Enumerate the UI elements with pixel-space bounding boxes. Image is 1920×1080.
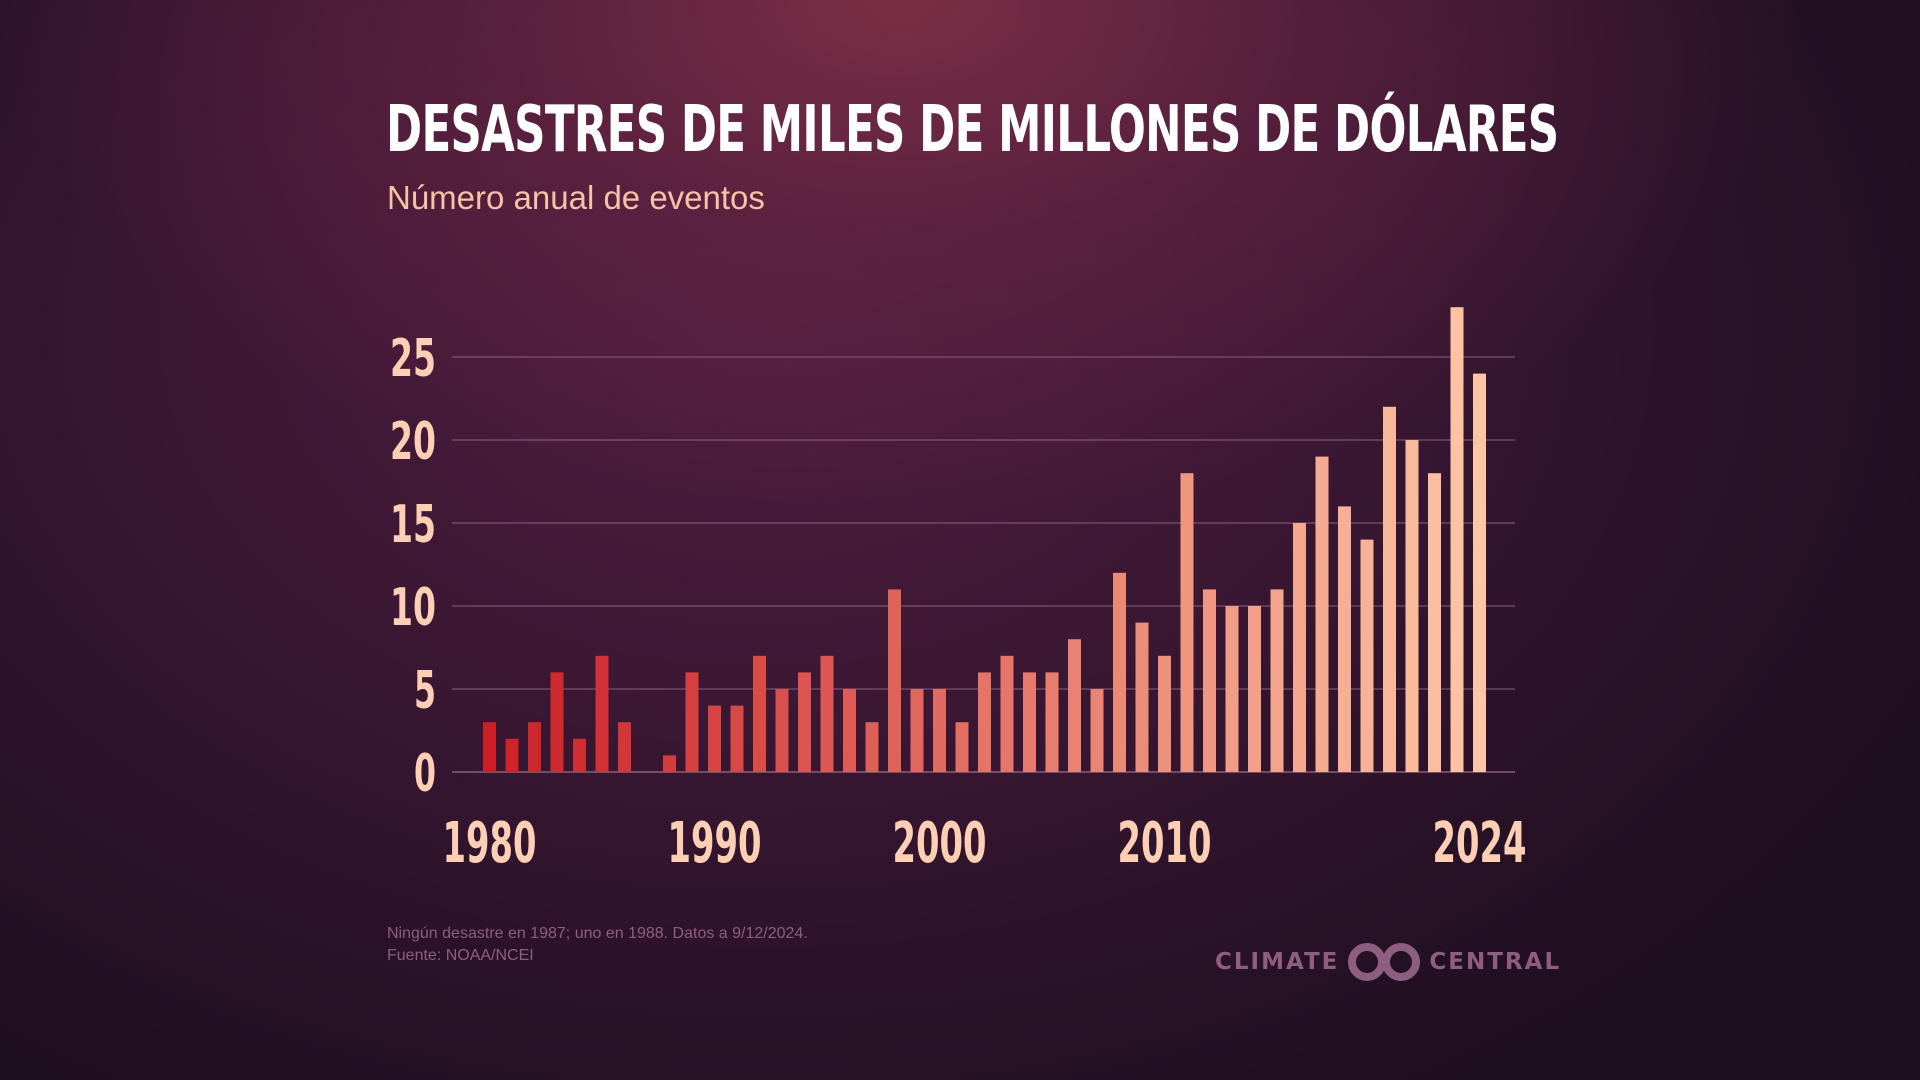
bar-2011	[1180, 473, 1194, 772]
logo-word-right: CENTRAL	[1429, 949, 1562, 975]
bar-2000	[933, 689, 946, 772]
bar-1996	[843, 689, 856, 772]
y-tick-label: 0	[414, 744, 436, 804]
bar-2020	[1383, 406, 1396, 772]
bar-2007	[1090, 689, 1104, 772]
bar-2001	[955, 722, 969, 772]
bar-2013	[1225, 606, 1239, 772]
bar-1981	[505, 738, 519, 772]
footnote-line-1: Ningún desastre en 1987; uno en 1988. Da…	[387, 925, 808, 942]
bars	[483, 307, 1486, 772]
bar-1994	[798, 672, 811, 772]
y-tick-label: 25	[390, 329, 436, 389]
bar-2019	[1360, 539, 1374, 772]
bar-1985	[595, 655, 609, 772]
x-tick-label: 2010	[1118, 811, 1212, 876]
y-tick-label: 10	[390, 578, 436, 638]
bar-2004	[1023, 672, 1036, 772]
bar-2008	[1113, 572, 1126, 772]
bar-2017	[1315, 456, 1329, 772]
y-tick-label: 15	[390, 495, 436, 555]
bar-2024	[1473, 373, 1486, 772]
chart-subtitle: Número anual de eventos	[387, 179, 765, 216]
bar-1982	[528, 722, 541, 772]
climate-central-rings-icon	[1348, 943, 1421, 981]
bar-2018	[1338, 506, 1351, 772]
bar-2023	[1450, 307, 1464, 772]
bar-2022	[1428, 473, 1441, 772]
bar-2014	[1248, 606, 1261, 772]
bar-1989	[685, 672, 699, 772]
x-tick-label: 1980	[443, 811, 537, 876]
bar-1980	[483, 722, 496, 772]
y-axis-ticks: 0 5 10 15 20 25	[390, 329, 436, 804]
bar-2010	[1158, 655, 1171, 772]
logo-word-left: CLIMATE	[1215, 949, 1340, 975]
bar-1990	[708, 705, 721, 772]
climate-central-logo: CLIMATE CENTRAL	[1215, 942, 1561, 982]
bar-1998	[888, 589, 901, 772]
bar-1983	[550, 672, 564, 772]
chart-title: DESASTRES DE MILES DE MILLONES DE DÓLARE…	[386, 93, 1559, 167]
bar-1993	[775, 689, 789, 772]
bar-2012	[1203, 589, 1216, 772]
y-tick-label: 5	[414, 661, 436, 721]
y-tick-label: 20	[390, 412, 436, 472]
x-tick-label: 2024	[1433, 811, 1527, 876]
bar-2009	[1135, 622, 1149, 772]
bar-2006	[1068, 639, 1081, 772]
bar-1991	[730, 705, 744, 772]
footnote-line-2: Fuente: NOAA/NCEI	[387, 947, 534, 964]
bar-1995	[820, 655, 834, 772]
bar-1988	[663, 755, 676, 772]
bar-2021	[1405, 440, 1419, 772]
footnote: Ningún desastre en 1987; uno en 1988. Da…	[387, 923, 808, 967]
bar-2015	[1270, 589, 1284, 772]
bar-1992	[753, 655, 766, 772]
bar-1999	[910, 689, 924, 772]
bar-2005	[1045, 672, 1059, 772]
bar-1986	[618, 722, 631, 772]
bar-2016	[1293, 523, 1306, 772]
x-axis-ticks: 1980 1990 2000 2010 2024	[443, 811, 1527, 876]
x-tick-label: 1990	[668, 811, 762, 876]
x-tick-label: 2000	[893, 811, 987, 876]
bar-2003	[1000, 655, 1014, 772]
bar-1984	[573, 738, 586, 772]
bar-1997	[865, 722, 879, 772]
bar-2002	[978, 672, 991, 772]
